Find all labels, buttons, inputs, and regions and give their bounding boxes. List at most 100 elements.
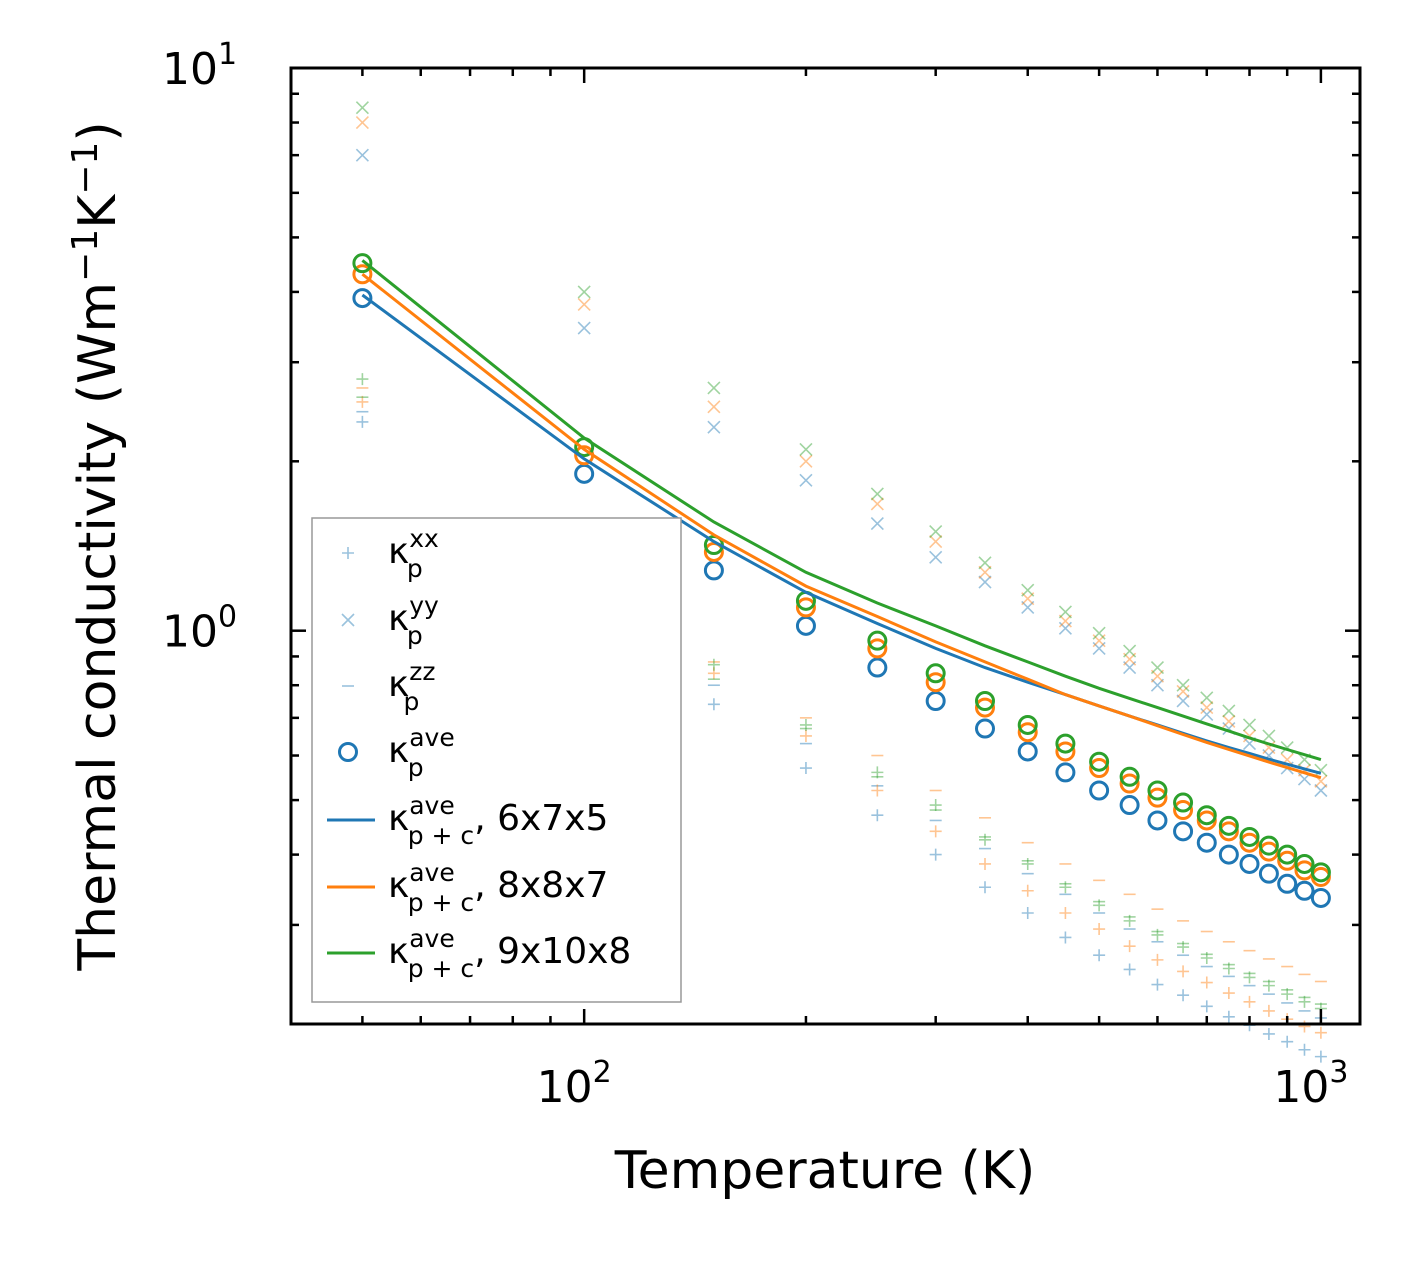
kave-point [1218,844,1239,865]
kxx-point [1059,881,1072,894]
legend-label: κxx p [388,524,439,583]
kxx-point [799,729,812,742]
kxx-point [1281,1035,1294,1048]
kave-point [574,463,595,484]
kzz-series-8x8x7 [356,387,1327,983]
legend-label-base: κ [388,531,409,572]
kyy-point [1021,600,1035,614]
kave-point [352,253,373,274]
legend-label: κave p + c, 6x7x5 [388,791,608,850]
kyy-series-6x7x5 [355,148,1328,798]
kyy-point [870,497,884,511]
kave-point [1055,733,1076,754]
kyy-point [1150,669,1165,683]
kave-point [1239,832,1260,853]
kyy-point [799,442,813,456]
kxx-point [1093,899,1106,912]
legend-label-suffix: , 8x8x7 [474,865,608,906]
kxx-point [929,799,942,812]
kxx-point [1298,1020,1311,1033]
legend-label: κave p + c, 9x10x8 [388,924,631,983]
kxx-point [1151,978,1164,991]
legend-label-base: κ [388,798,409,839]
kxx-point [356,373,369,386]
kxx-point [707,658,720,671]
kyy-point [577,321,591,335]
kxx-point [979,833,991,846]
kyy-point [355,101,369,115]
legend-label-sup: yy [409,591,439,620]
kyy-point [1058,605,1072,619]
kyy-point [1058,614,1072,628]
kxx-point [1222,962,1235,975]
kave-point [1196,832,1217,853]
legend-entry-5: κave p + c, 6x7x5 [327,791,608,850]
kyy-point [1176,694,1190,708]
kxx-point [1262,1004,1275,1017]
legend-label-sub: p + c [408,954,474,983]
legend-label-sup: ave [409,924,455,953]
kave-point [1239,826,1260,847]
y-tick-label-base: 10 [162,607,218,658]
legend-label: κzz p [388,657,435,716]
kave-point [703,541,724,562]
kxx-point [979,881,991,894]
kxx-point [1298,1043,1311,1056]
legend-label-suffix: , 9x10x8 [474,931,631,972]
y-axis-title: Thermal conductivity (Wm−1K−1) [65,121,128,971]
kyy-point [1092,634,1106,648]
kave-series-6x7x5 [352,288,1331,908]
kxx-point [871,809,884,822]
legend-label: κyy p [388,591,439,650]
kyy-point [355,148,369,162]
kave-point [1218,821,1239,842]
kxx-point [799,718,812,731]
kyy-point [929,535,943,549]
kxx-point [356,415,369,428]
kave-point [867,638,888,659]
kxx-point [929,825,942,838]
y-axis-title-mid: K [68,193,128,229]
kave-point [1173,792,1194,813]
kxx-point [1093,949,1106,962]
kyy-point [707,400,721,414]
y-axis-title-sup2: −1 [65,142,106,195]
legend-entry-3: κzz p [342,657,435,716]
y-axis-title-end: ) [68,121,128,141]
kxx-point [1151,953,1164,966]
kyy-point [1021,592,1035,606]
y-tick-label: 100 [162,600,237,658]
kave-point [1277,844,1298,865]
legend-entry-1: κxx p [342,524,439,583]
kave-point [925,663,946,684]
kxx-point [1281,988,1294,1001]
x-tick-label: 102 [537,1055,612,1113]
legend-label-sub: p [408,753,424,782]
kxx-point [1093,923,1106,936]
legend-label-base: κ [388,598,409,639]
kyy-point [1021,583,1035,597]
kxx-point [1200,1000,1213,1013]
kave-point [974,697,995,718]
kxx-point [1243,995,1256,1008]
kyy-point [1242,718,1257,732]
legend-swatch-plus [342,547,354,559]
kxx-series-9x10x8 [356,373,1327,1015]
kxx-point [871,766,884,779]
kave-point [1258,841,1279,862]
kyy-point [870,517,884,531]
kave-point [1196,805,1217,826]
y-tick-label: 101 [162,37,237,95]
kave-point [925,690,946,711]
kxx-point [1222,1010,1235,1023]
kave-point [1310,862,1331,883]
kyy-point [1176,678,1190,692]
kyy-point [929,525,943,539]
kyy-point [1222,714,1236,728]
kxx-point [1200,952,1213,965]
kave-pc-line-9x10x8 [361,259,1322,762]
kyy-point [870,487,884,501]
legend-label-sub: p + c [408,888,474,917]
